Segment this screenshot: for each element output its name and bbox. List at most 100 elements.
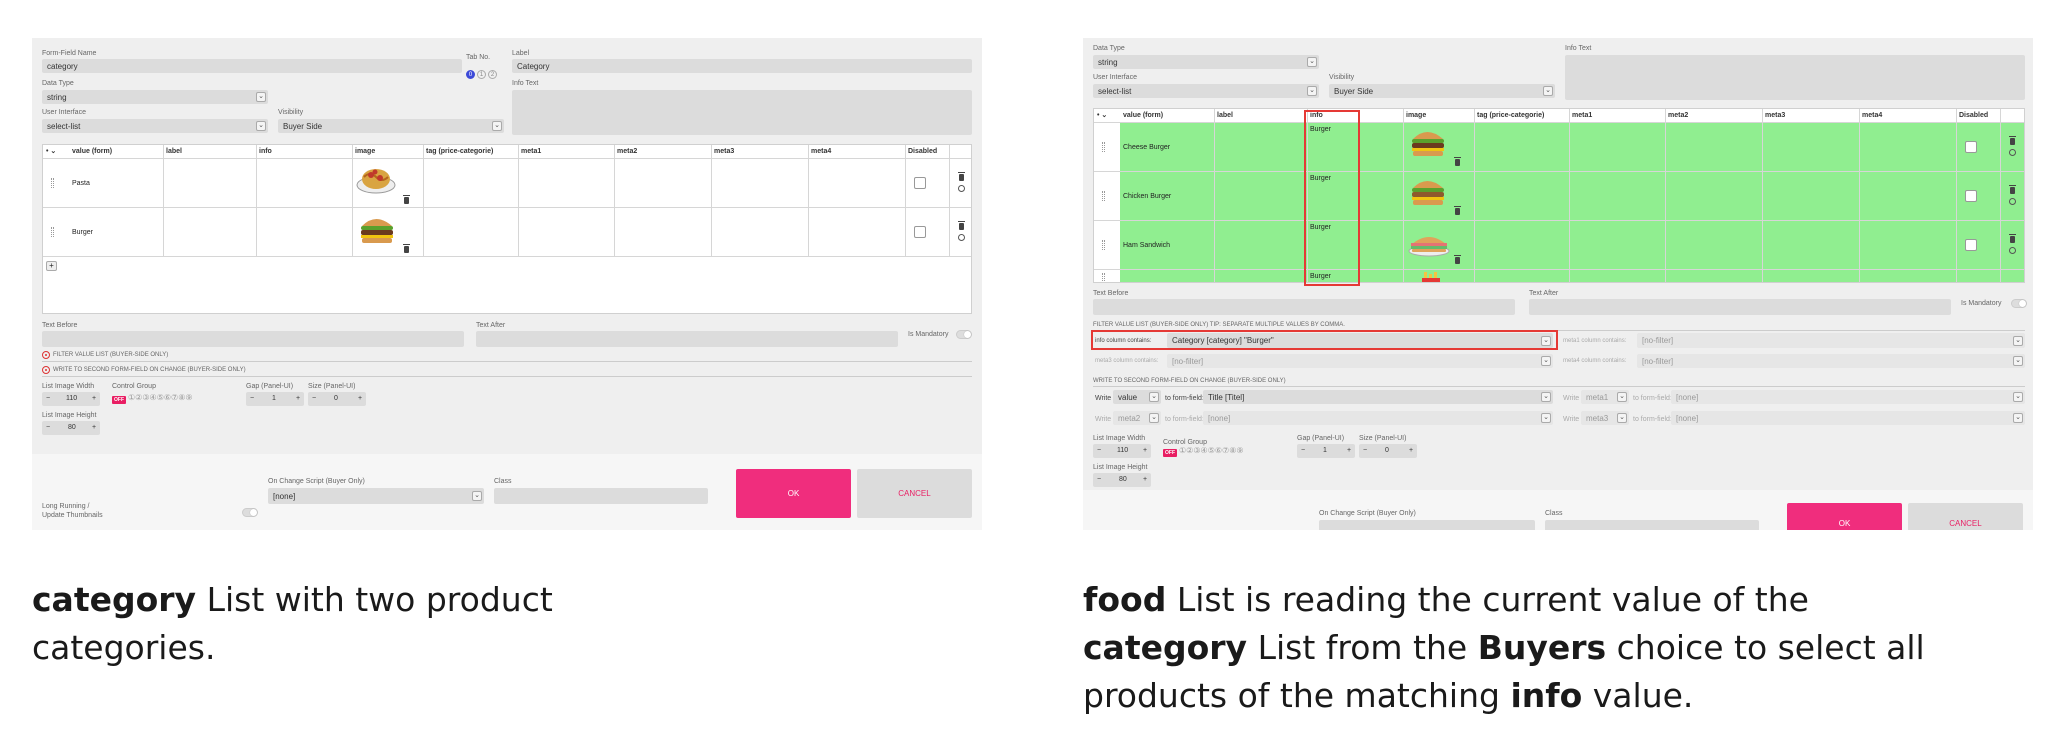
- drag-handle-icon[interactable]: [1102, 240, 1105, 250]
- drag-handle-icon[interactable]: [51, 227, 54, 237]
- control-group-off[interactable]: OFF: [112, 396, 126, 404]
- info-text-input[interactable]: [512, 90, 972, 135]
- tab-no-option[interactable]: 2: [488, 70, 497, 79]
- data-type-select[interactable]: string ⌄: [42, 90, 268, 104]
- gear-icon[interactable]: [958, 185, 965, 192]
- long-running-toggle[interactable]: [242, 508, 258, 517]
- write-target-select[interactable]: [none] ⌄: [1671, 390, 2025, 404]
- control-group-options[interactable]: ①②③④⑤⑥⑦⑧⑨: [128, 393, 193, 402]
- cancel-button[interactable]: CANCEL: [1908, 503, 2023, 530]
- write-section-icon[interactable]: [42, 366, 50, 374]
- ok-button[interactable]: OK: [736, 469, 851, 518]
- ok-button[interactable]: OK: [1787, 503, 1902, 530]
- row-value[interactable]: Pasta: [72, 180, 90, 187]
- meta1-filter-select[interactable]: [no-filter] ⌄: [1637, 333, 2025, 348]
- drag-handle-icon[interactable]: [51, 178, 54, 188]
- row-value[interactable]: Burger: [72, 229, 94, 236]
- delete-row-icon[interactable]: [2009, 185, 2016, 194]
- list-image-width-stepper[interactable]: −110 +: [1093, 444, 1151, 458]
- table-row[interactable]: Cheese Burger Burger: [1094, 123, 2024, 172]
- size-stepper[interactable]: −0 +: [308, 392, 366, 406]
- list-image-height-stepper[interactable]: −80 +: [42, 421, 100, 435]
- delete-image-icon[interactable]: [403, 244, 410, 253]
- is-mandatory-toggle[interactable]: [2011, 299, 2027, 308]
- is-mandatory-toggle[interactable]: [956, 330, 972, 339]
- write-select[interactable]: meta1 ⌄: [1581, 390, 1629, 404]
- meta3-filter-select[interactable]: [no-filter] ⌄: [1167, 354, 1553, 368]
- sort-icon[interactable]: • ⌄: [1097, 112, 1108, 119]
- gear-icon[interactable]: [2009, 149, 2016, 156]
- delete-row-icon[interactable]: [2009, 234, 2016, 243]
- tab-no-option[interactable]: 1: [477, 70, 486, 79]
- list-image-width-stepper[interactable]: −110 +: [42, 392, 100, 406]
- row-info[interactable]: Burger: [1310, 175, 1332, 182]
- info-text-input[interactable]: [1565, 55, 2025, 100]
- row-value[interactable]: Ham Sandwich: [1123, 242, 1171, 249]
- delete-image-icon[interactable]: [1454, 206, 1461, 215]
- table-row[interactable]: Chicken Burger Burger: [1094, 172, 2024, 221]
- write-select[interactable]: meta2 ⌄: [1113, 411, 1161, 425]
- disabled-checkbox[interactable]: [1965, 190, 1977, 202]
- control-group-off[interactable]: OFF: [1163, 449, 1177, 457]
- delete-image-icon[interactable]: [1454, 255, 1461, 264]
- row-info[interactable]: Burger: [1310, 224, 1332, 231]
- info-filter-select[interactable]: Category [category] "Burger" ⌄: [1167, 333, 1553, 348]
- list-image-height-stepper[interactable]: −80 +: [1093, 473, 1151, 487]
- disabled-checkbox[interactable]: [1965, 239, 1977, 251]
- filter-section-icon[interactable]: [42, 351, 50, 359]
- drag-handle-icon[interactable]: [1102, 142, 1105, 152]
- size-stepper[interactable]: −0 +: [1359, 444, 1417, 458]
- write-target-select[interactable]: [none] ⌄: [1671, 411, 2025, 425]
- write-select[interactable]: meta3 ⌄: [1581, 411, 1629, 425]
- gap-stepper[interactable]: −1 +: [246, 392, 304, 406]
- disabled-checkbox[interactable]: [914, 226, 926, 238]
- gap-stepper[interactable]: −1 +: [1297, 444, 1355, 458]
- row-value[interactable]: Chicken Burger: [1123, 193, 1172, 200]
- table-row[interactable]: Ham Sandwich Burger: [1094, 221, 2024, 270]
- on-change-script-select[interactable]: [none] ⌄: [268, 488, 484, 504]
- drag-handle-icon[interactable]: [1102, 273, 1105, 282]
- user-interface-select[interactable]: select-list ⌄: [42, 119, 268, 133]
- meta4-filter-select[interactable]: [no-filter] ⌄: [1637, 354, 2025, 368]
- disabled-checkbox[interactable]: [914, 177, 926, 189]
- add-row-button[interactable]: +: [46, 261, 57, 271]
- write-select[interactable]: value ⌄: [1113, 390, 1161, 404]
- disabled-checkbox[interactable]: [1965, 141, 1977, 153]
- info-column-highlight: [1304, 110, 1360, 286]
- drag-handle-icon[interactable]: [1102, 191, 1105, 201]
- delete-row-icon[interactable]: [958, 221, 965, 230]
- text-after-input[interactable]: [476, 331, 898, 347]
- on-change-script-select[interactable]: [1319, 520, 1535, 530]
- delete-row-icon[interactable]: [958, 172, 965, 181]
- delete-image-icon[interactable]: [403, 195, 410, 204]
- table-row[interactable]: Burger: [1094, 270, 2024, 282]
- label-input[interactable]: Category: [512, 59, 972, 73]
- text-before-input[interactable]: [1093, 299, 1515, 315]
- gear-icon[interactable]: [958, 234, 965, 241]
- data-type-select[interactable]: string ⌄: [1093, 55, 1319, 69]
- table-row[interactable]: Pasta: [43, 159, 971, 208]
- control-group-options[interactable]: ①②③④⑤⑥⑦⑧⑨: [1179, 446, 1244, 455]
- write-target-select[interactable]: Title [Titel] ⌄: [1203, 390, 1553, 404]
- gear-icon[interactable]: [2009, 198, 2016, 205]
- write-target-select[interactable]: [none] ⌄: [1203, 411, 1553, 425]
- tab-no-option[interactable]: 0: [466, 70, 475, 79]
- table-row[interactable]: Burger: [43, 208, 971, 257]
- visibility-select[interactable]: Buyer Side ⌄: [278, 119, 504, 133]
- cancel-button[interactable]: CANCEL: [857, 469, 972, 518]
- gear-icon[interactable]: [2009, 247, 2016, 254]
- visibility-select[interactable]: Buyer Side ⌄: [1329, 84, 1555, 98]
- class-input[interactable]: [1545, 520, 1759, 530]
- form-field-name-input[interactable]: category: [42, 59, 462, 73]
- delete-row-icon[interactable]: [2009, 136, 2016, 145]
- text-after-input[interactable]: [1529, 299, 1951, 315]
- row-info[interactable]: Burger: [1310, 126, 1332, 133]
- text-before-input[interactable]: [42, 331, 464, 347]
- class-input[interactable]: [494, 488, 708, 504]
- sort-icon[interactable]: • ⌄: [46, 148, 57, 155]
- row-info[interactable]: Burger: [1310, 273, 1332, 280]
- user-interface-select[interactable]: select-list ⌄: [1093, 84, 1319, 98]
- delete-image-icon[interactable]: [1454, 157, 1461, 166]
- row-value[interactable]: Cheese Burger: [1123, 144, 1171, 151]
